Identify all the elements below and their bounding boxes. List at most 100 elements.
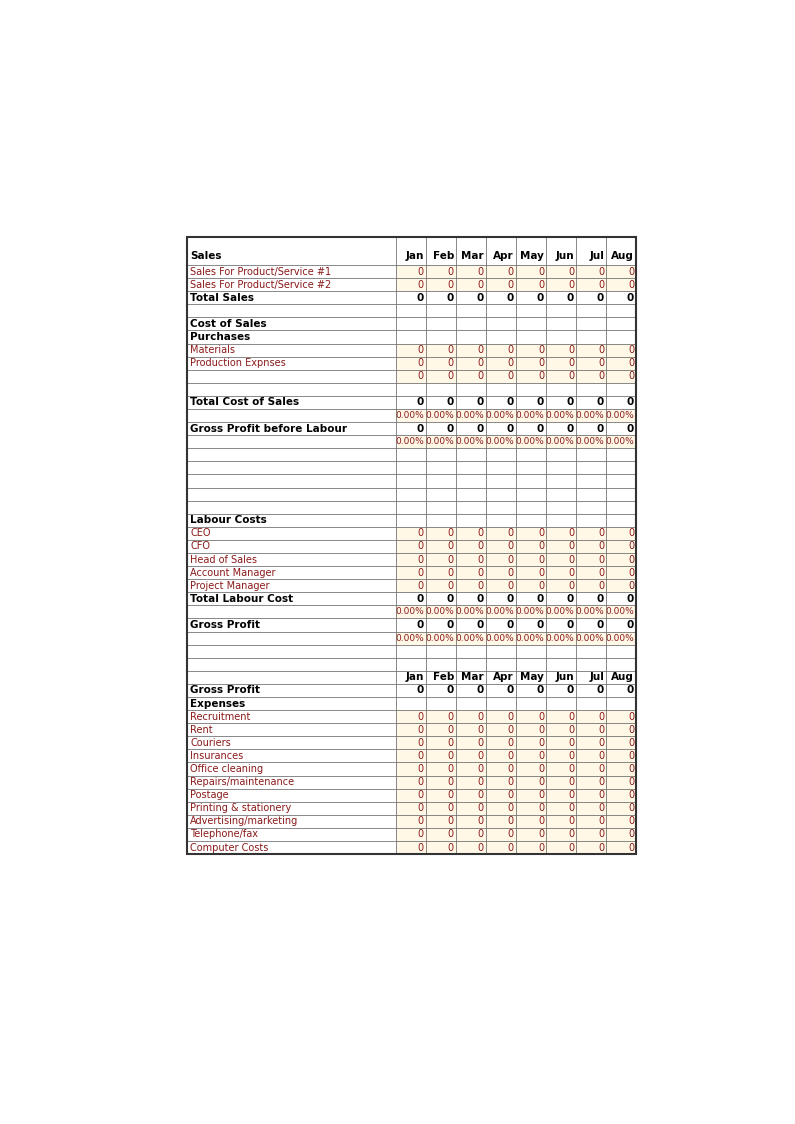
- Bar: [487, 317, 516, 330]
- Bar: [487, 514, 516, 527]
- Bar: [396, 566, 426, 579]
- Bar: [456, 606, 487, 618]
- Bar: [546, 317, 576, 330]
- Bar: [426, 566, 456, 579]
- Bar: [607, 278, 637, 291]
- Bar: [187, 488, 396, 500]
- Text: 0: 0: [508, 359, 514, 369]
- Bar: [546, 632, 576, 645]
- Text: 0: 0: [628, 371, 634, 381]
- Text: 0: 0: [568, 737, 574, 747]
- Bar: [487, 265, 516, 278]
- Bar: [607, 356, 637, 370]
- Text: 0: 0: [448, 764, 454, 774]
- Bar: [546, 278, 576, 291]
- Bar: [576, 330, 607, 344]
- Bar: [426, 710, 456, 723]
- Bar: [426, 448, 456, 461]
- Text: 0: 0: [448, 345, 454, 355]
- Bar: [426, 815, 456, 828]
- Text: 0: 0: [448, 568, 454, 578]
- Bar: [576, 776, 607, 789]
- Bar: [546, 723, 576, 736]
- Bar: [546, 762, 576, 776]
- Text: 0: 0: [568, 764, 574, 774]
- Text: 0: 0: [478, 528, 484, 538]
- Bar: [396, 658, 426, 671]
- Bar: [607, 370, 637, 383]
- Bar: [576, 566, 607, 579]
- Text: 0: 0: [598, 528, 604, 538]
- Text: 0: 0: [568, 280, 574, 290]
- Bar: [396, 488, 426, 500]
- Text: 0: 0: [568, 542, 574, 552]
- Text: 0: 0: [598, 359, 604, 369]
- Text: 0: 0: [478, 345, 484, 355]
- Text: 0: 0: [508, 554, 514, 564]
- Bar: [396, 500, 426, 514]
- Bar: [516, 396, 546, 409]
- Bar: [426, 776, 456, 789]
- Text: 0: 0: [478, 816, 484, 826]
- Text: 0: 0: [508, 790, 514, 800]
- Text: 0: 0: [568, 554, 574, 564]
- Text: 0: 0: [628, 581, 634, 591]
- Bar: [456, 291, 487, 305]
- Bar: [546, 697, 576, 710]
- Text: 0: 0: [508, 371, 514, 381]
- Text: 0: 0: [418, 568, 424, 578]
- Text: 0: 0: [598, 581, 604, 591]
- Bar: [607, 566, 637, 579]
- Bar: [396, 448, 426, 461]
- Bar: [576, 801, 607, 815]
- Text: 0: 0: [418, 711, 424, 722]
- Text: 0: 0: [538, 843, 544, 852]
- Text: 0: 0: [538, 359, 544, 369]
- Bar: [187, 423, 396, 435]
- Bar: [426, 540, 456, 553]
- Text: 0: 0: [448, 804, 454, 814]
- Bar: [426, 488, 456, 500]
- Text: 0: 0: [628, 751, 634, 761]
- Text: Production Expnses: Production Expnses: [190, 359, 285, 369]
- Text: 0: 0: [506, 292, 514, 302]
- Text: 0: 0: [598, 764, 604, 774]
- Text: 0: 0: [538, 725, 544, 735]
- Text: 0: 0: [598, 737, 604, 747]
- Text: 0: 0: [568, 816, 574, 826]
- Bar: [456, 409, 487, 423]
- Text: 0: 0: [448, 816, 454, 826]
- Bar: [576, 553, 607, 566]
- Text: 0: 0: [448, 581, 454, 591]
- Text: Gross Profit before Labour: Gross Profit before Labour: [190, 424, 347, 434]
- Bar: [546, 500, 576, 514]
- Text: 0: 0: [418, 843, 424, 852]
- Text: 0: 0: [508, 804, 514, 814]
- Text: 0: 0: [418, 830, 424, 840]
- Bar: [516, 776, 546, 789]
- Text: Aug: Aug: [611, 672, 634, 682]
- Text: 0: 0: [508, 542, 514, 552]
- Bar: [396, 789, 426, 801]
- Bar: [607, 474, 637, 488]
- Text: 0: 0: [477, 398, 484, 408]
- Text: 0: 0: [538, 777, 544, 787]
- Text: 0: 0: [417, 292, 424, 302]
- Text: Recruitment: Recruitment: [190, 711, 250, 722]
- Text: Advertising/marketing: Advertising/marketing: [190, 816, 298, 826]
- Bar: [426, 305, 456, 317]
- Text: 0: 0: [568, 830, 574, 840]
- Bar: [426, 579, 456, 592]
- Bar: [516, 579, 546, 592]
- Text: 0: 0: [627, 686, 634, 696]
- Bar: [456, 435, 487, 448]
- Bar: [546, 527, 576, 540]
- Bar: [516, 409, 546, 423]
- Text: 0: 0: [508, 737, 514, 747]
- Text: 0.00%: 0.00%: [545, 411, 574, 420]
- Text: 0: 0: [508, 528, 514, 538]
- Bar: [487, 723, 516, 736]
- Bar: [426, 500, 456, 514]
- Bar: [516, 789, 546, 801]
- Text: 0: 0: [448, 790, 454, 800]
